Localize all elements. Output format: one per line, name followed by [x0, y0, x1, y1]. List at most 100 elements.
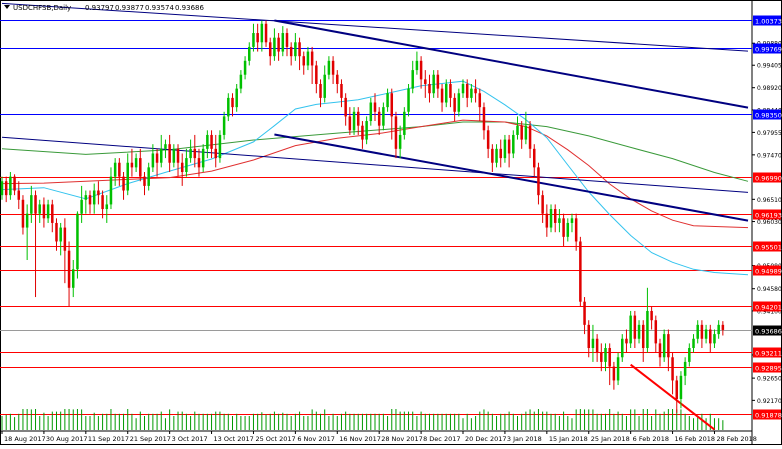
- candle-body-97: [407, 88, 410, 112]
- candle-body-84: [352, 111, 356, 131]
- candle-body-39: [164, 144, 167, 149]
- candle-body-95: [398, 134, 402, 149]
- candle-body-51: [214, 148, 217, 159]
- level-label-3: 0.96990: [755, 175, 782, 183]
- candle-body-10: [42, 204, 46, 219]
- candle-body-65: [273, 37, 276, 57]
- level-label-2: 0.98350: [755, 112, 782, 120]
- candle-body-33: [139, 158, 142, 177]
- level-label-1: 0.99769: [755, 46, 782, 54]
- x-tick-label-9: 28 Nov 2017: [381, 435, 423, 443]
- candle-body-77: [323, 74, 326, 98]
- level-label-4: 0.96193: [755, 212, 782, 220]
- level-label-10: 0.92895: [755, 365, 782, 373]
- y-tick-label-13: 0.92170: [757, 398, 782, 405]
- collapse-triangle-icon[interactable]: [4, 5, 10, 9]
- candle-body-49: [206, 134, 209, 149]
- candle-body-142: [595, 338, 599, 353]
- candle-body-118: [495, 148, 498, 163]
- candle-body-68: [285, 33, 289, 47]
- level-label-6: 0.94989: [755, 268, 782, 276]
- candle-body-80: [336, 74, 339, 84]
- candle-body-153: [641, 324, 645, 349]
- candle-body-99: [415, 60, 419, 71]
- time-axis: 18 Aug 2017 30 Aug 2017 11 Sep 2017 21 Sep …: [1, 431, 757, 443]
- candle-body-53: [222, 116, 226, 135]
- candle-body-128: [537, 167, 540, 196]
- candle-body-42: [176, 148, 180, 163]
- candle-body-121: [507, 139, 511, 154]
- x-tick-label-2: 11 Sep 2017: [88, 435, 129, 443]
- candle-body-46: [193, 148, 197, 159]
- candle-body-16: [67, 250, 71, 288]
- x-tick-label-10: 8 Dec 2017: [423, 435, 460, 443]
- x-tick-label-16: 16 Feb 2018: [675, 435, 715, 443]
- candle-body-3: [13, 176, 16, 191]
- y-tick-label-6: 0.96510: [757, 197, 782, 204]
- candle-body-127: [533, 148, 536, 168]
- x-tick-label-13: 15 Jan 2018: [549, 435, 588, 443]
- candle-body-72: [302, 56, 306, 66]
- candle-body-163: [683, 361, 687, 376]
- level-label-box-0: [753, 15, 781, 26]
- candle-body-45: [189, 148, 192, 159]
- level-label-box-4: [753, 209, 781, 220]
- candle-body-37: [155, 153, 159, 163]
- x-tick-label-8: 16 Nov 2017: [339, 435, 381, 443]
- level-label-5: 0.95501: [755, 244, 782, 252]
- candle-body-55: [231, 97, 234, 108]
- candle-body-14: [59, 227, 62, 242]
- candle-body-98: [411, 70, 414, 89]
- trendline-1[interactable]: [1, 2, 749, 52]
- symbol-label: USDCHFSB,Daily: [13, 4, 71, 12]
- candle-body-73: [306, 51, 310, 66]
- candle-body-25: [105, 204, 109, 210]
- candle-body-89: [373, 102, 377, 112]
- candle-body-85: [356, 111, 360, 126]
- candle-body-111: [465, 83, 469, 98]
- trendline-4[interactable]: [630, 363, 716, 431]
- candle-body-170: [713, 334, 716, 344]
- level-label-box-6: [753, 265, 781, 276]
- trendline-2[interactable]: [274, 19, 749, 109]
- candle-body-11: [46, 204, 50, 219]
- candle-body-70: [294, 42, 297, 57]
- candle-body-154: [646, 310, 649, 349]
- trendline-3[interactable]: [274, 133, 749, 222]
- candle-body-32: [134, 158, 138, 168]
- candle-body-31: [130, 162, 134, 168]
- candle-body-162: [679, 375, 683, 399]
- candle-body-130: [545, 213, 549, 228]
- candle-body-18: [76, 213, 79, 270]
- candle-body-56: [235, 88, 238, 108]
- candle-body-158: [662, 334, 666, 358]
- candle-body-166: [696, 324, 699, 339]
- candle-body-19: [80, 199, 83, 214]
- candle-body-83: [348, 116, 352, 131]
- candle-body-38: [160, 148, 163, 163]
- candle-body-156: [654, 320, 658, 344]
- candle-body-109: [457, 93, 461, 112]
- candle-body-63: [264, 23, 268, 43]
- candle-body-168: [704, 329, 708, 339]
- trendline-0[interactable]: [1, 136, 749, 193]
- ohlc-low: 0.93574: [145, 4, 174, 12]
- level-label-box-11: [753, 409, 781, 420]
- candle-body-138: [579, 241, 582, 302]
- candle-body-40: [168, 144, 171, 163]
- candle-body-125: [524, 125, 528, 140]
- candle-body-119: [499, 148, 502, 159]
- y-tick-label-9: 0.94580: [757, 286, 782, 293]
- candles: [0, 20, 725, 413]
- y-tick-label-4: 0.97955: [757, 130, 782, 137]
- candle-body-124: [520, 125, 523, 140]
- candle-body-21: [88, 195, 92, 205]
- level-label-8: 0.93686: [755, 328, 782, 336]
- level-lines: [0, 20, 752, 415]
- candle-body-159: [667, 334, 670, 358]
- level-label-box-8: [753, 325, 781, 336]
- candle-body-81: [340, 83, 343, 98]
- x-tick-label-4: 3 Oct 2017: [172, 435, 208, 443]
